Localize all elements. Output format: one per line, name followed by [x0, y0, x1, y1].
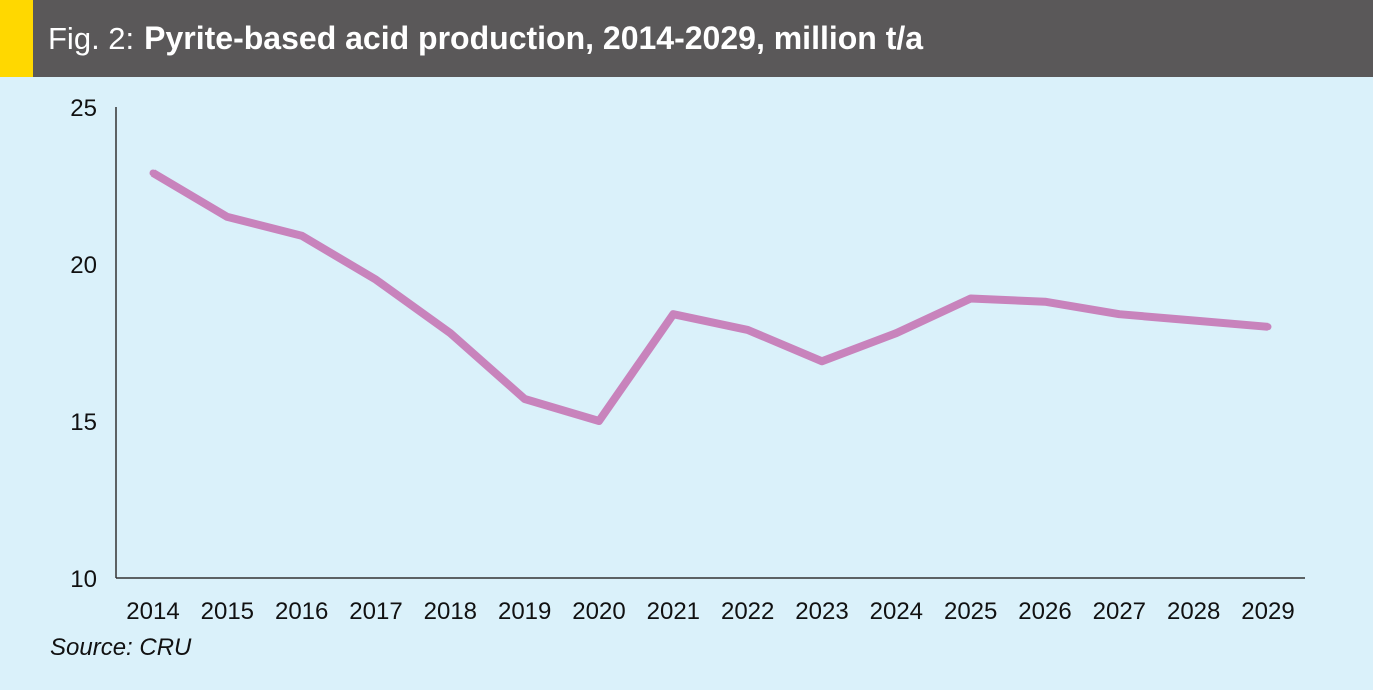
x-tick-label: 2017	[349, 598, 402, 625]
x-tick-label: 2028	[1167, 598, 1220, 625]
data-point	[967, 295, 975, 303]
data-point	[446, 329, 454, 337]
data-point	[223, 213, 231, 221]
source-note: Source: CRU	[50, 634, 192, 661]
data-point	[521, 395, 529, 403]
x-tick-label: 2026	[1018, 598, 1071, 625]
x-tick-label: 2025	[944, 598, 997, 625]
x-tick-label: 2020	[572, 598, 625, 625]
x-tick-label: 2016	[275, 598, 328, 625]
header-accent	[0, 0, 33, 77]
x-tick-label: 2024	[870, 598, 923, 625]
x-tick-label: 2022	[721, 598, 774, 625]
header-bar: Fig. 2: Pyrite-based acid production, 201…	[0, 0, 1373, 77]
x-tick-label: 2029	[1241, 598, 1294, 625]
x-tick-label: 2019	[498, 598, 551, 625]
x-tick-labels: 2014 2015 2016 2017 2018 2019 2020 2021 2022 2023…	[126, 598, 1294, 625]
data-point	[149, 169, 157, 177]
data-point	[818, 357, 826, 365]
y-tick-label: 20	[70, 252, 97, 279]
x-tick-label: 2018	[424, 598, 477, 625]
data-point	[1115, 310, 1123, 318]
x-tick-label: 2014	[126, 598, 179, 625]
data-point	[1264, 323, 1272, 331]
y-tick-label: 10	[70, 566, 97, 593]
y-tick-label: 15	[70, 409, 97, 436]
series-group	[149, 169, 1272, 425]
data-point	[669, 310, 677, 318]
x-tick-label: 2023	[795, 598, 848, 625]
x-tick-label: 2027	[1093, 598, 1146, 625]
x-tick-label: 2021	[647, 598, 700, 625]
figure-label: Fig. 2:	[48, 21, 135, 56]
y-tick-label: 25	[70, 95, 97, 122]
data-point	[298, 232, 306, 240]
series-line	[150, 169, 1269, 425]
data-point	[595, 417, 603, 425]
y-tick-labels: 10 15 20 25	[70, 95, 97, 593]
chart-title: Pyrite-based acid production, 2014-2029,…	[144, 20, 924, 56]
data-point	[892, 329, 900, 337]
data-point	[1041, 298, 1049, 306]
x-tick-label: 2015	[201, 598, 254, 625]
title-row: Fig. 2: Pyrite-based acid production, 201…	[48, 0, 923, 77]
data-point	[1190, 317, 1198, 325]
data-point	[744, 326, 752, 334]
data-point	[372, 276, 380, 284]
